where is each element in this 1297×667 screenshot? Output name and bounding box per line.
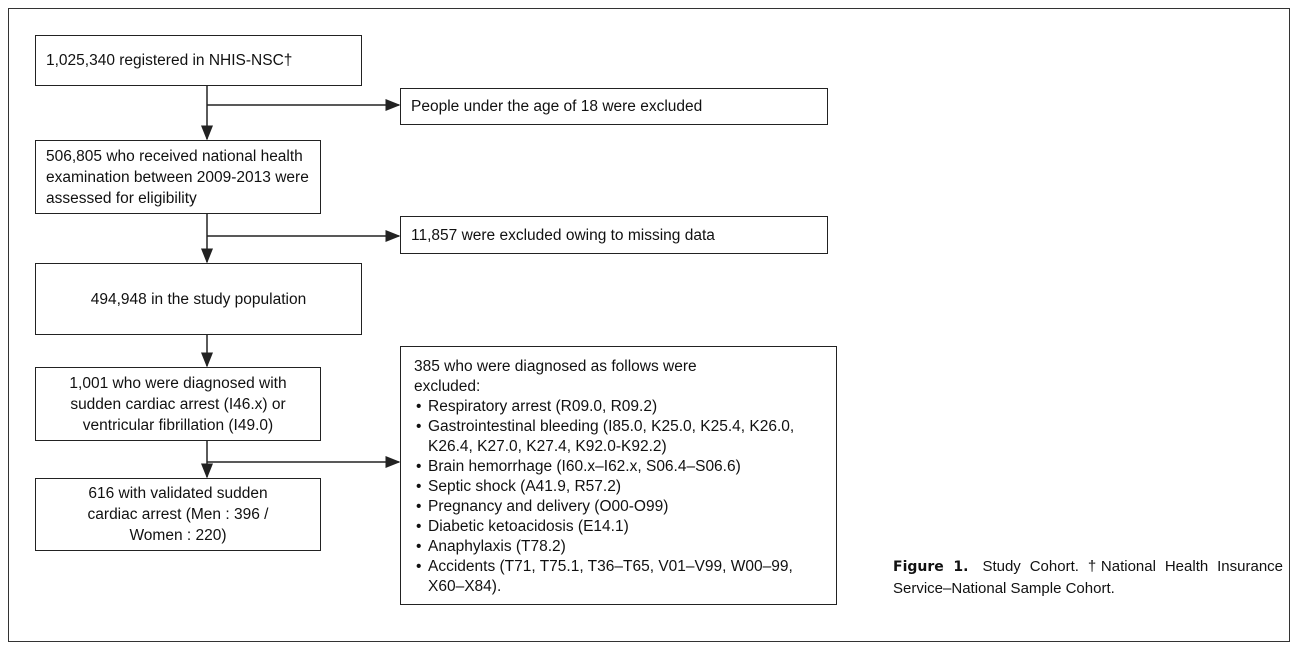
diagnosis-list: Respiratory arrest (R09.0, R09.2)Gastroi…	[414, 397, 826, 597]
box-text: 1,025,340 registered in NHIS-NSC†	[46, 52, 293, 69]
diagnosis-item: Brain hemorrhage (I60.x–I62.x, S06.4–S06…	[416, 457, 826, 477]
box-text: 616 with validated sudden cardiac arrest…	[87, 485, 269, 544]
diagnosis-item: Anaphylaxis (T78.2)	[416, 537, 826, 557]
caption: Figure 1. Study Cohort. †National Health …	[893, 556, 1283, 599]
exclusion-box: 11,857 were excluded owing to missing da…	[400, 216, 828, 254]
box-text: People under the age of 18 were excluded	[411, 98, 703, 115]
exclusion-box: 385 who were diagnosed as follows were e…	[400, 346, 837, 605]
flow-box: 616 with validated sudden cardiac arrest…	[35, 478, 321, 551]
flow-box: 506,805 who received national health exa…	[35, 140, 321, 214]
frame	[8, 8, 1290, 642]
diagnosis-item: Respiratory arrest (R09.0, R09.2)	[416, 397, 826, 417]
caption-text: Study Cohort. †National Health Insurance…	[893, 558, 1284, 597]
flow-box: 494,948 in the study population	[35, 263, 362, 335]
flow-box: 1,001 who were diagnosed with sudden car…	[35, 367, 321, 441]
box-text: 494,948 in the study population	[90, 290, 307, 308]
diagnosis-item: Gastrointestinal bleeding (I85.0, K25.0,…	[416, 417, 826, 457]
box-text: 506,805 who received national health exa…	[46, 147, 309, 207]
diagnosis-item: Pregnancy and delivery (O00-O99)	[416, 497, 826, 517]
box-text: 11,857 were excluded owing to missing da…	[411, 226, 715, 244]
diagnosis-item: Diabetic ketoacidosis (E14.1)	[416, 517, 826, 537]
exclusion-box: People under the age of 18 were excluded	[400, 88, 828, 125]
flow-box: 1,025,340 registered in NHIS-NSC†	[35, 35, 362, 86]
diagnosis-item: Accidents (T71, T75.1, T36–T65, V01–V99,…	[416, 557, 826, 597]
diagnosis-item: Septic shock (A41.9, R57.2)	[416, 477, 826, 497]
box-text: 1,001 who were diagnosed with sudden car…	[69, 374, 287, 434]
caption-label: Figure 1.	[893, 559, 969, 575]
box-title: 385 who were diagnosed as follows were e…	[414, 358, 697, 395]
